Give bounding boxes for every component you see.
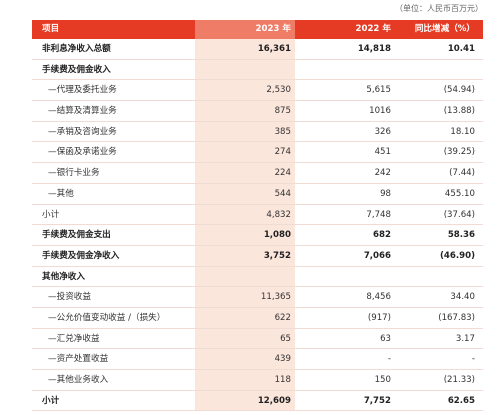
- row-label: 其他净收入: [42, 271, 85, 282]
- value-change: [395, 267, 483, 287]
- value-change: (7.44): [449, 168, 475, 179]
- value-2022: 7,748: [366, 209, 391, 220]
- row-label: —资产处置收益: [48, 354, 109, 365]
- table-row: —承销及咨询业务 385 326 18.10: [32, 121, 483, 143]
- row-label: 小计: [42, 395, 60, 406]
- table-row: —其他业务收入 118 150 (21.33): [32, 370, 483, 391]
- table-row: —结算及清算业务 875 1016 (13.88): [32, 101, 483, 122]
- value-change: 10.41: [447, 44, 475, 54]
- value-2023: 439: [195, 349, 295, 369]
- row-label: —保函及承诺业务: [48, 147, 117, 158]
- value-change: 34.40: [450, 292, 475, 303]
- table-row: —保函及承诺业务 274 451 (39.25): [32, 142, 483, 164]
- value-change: 3.17: [455, 333, 475, 344]
- value-2022: 1016: [369, 106, 391, 117]
- value-2022: 14,818: [357, 44, 391, 54]
- value-2023: 875: [195, 101, 295, 121]
- row-label: —代理及委托业务: [48, 85, 117, 96]
- row-label: 手续费及佣金收入: [42, 64, 111, 75]
- value-2023: 3,752: [195, 245, 295, 266]
- row-label: —其他业务收入: [48, 375, 109, 385]
- unit-note: （单位：人民币百万元）: [395, 4, 483, 13]
- row-label: 小计: [42, 209, 60, 220]
- value-2023: 1,080: [195, 225, 295, 245]
- header-2023: 2023 年: [195, 20, 295, 39]
- table-row: —其他 544 98 455.10: [32, 183, 483, 205]
- value-2022: 150: [374, 375, 391, 385]
- row-label: 非利息净收入总额: [42, 44, 111, 54]
- table-row: —投资收益 11,365 8,456 34.40: [32, 287, 483, 308]
- row-label: —汇兑净收益: [48, 333, 100, 344]
- header-change: 同比增减（%）: [414, 24, 475, 34]
- value-change: 455.10: [444, 188, 475, 199]
- table-row: 小计 4,832 7,748 (37.64): [32, 204, 483, 226]
- income-table: 项目 2023 年 2022 年 同比增减（%） 非利息净收入总额 16,361 1…: [32, 20, 483, 412]
- value-2022: [295, 267, 395, 287]
- value-2023: 65: [195, 328, 295, 349]
- table-row: —银行卡业务 224 242 (7.44): [32, 163, 483, 184]
- row-label: —结算及清算业务: [48, 106, 117, 117]
- value-2023: 4,832: [195, 204, 295, 225]
- row-label: 手续费及佣金支出: [42, 230, 111, 241]
- value-2023: 118: [195, 370, 295, 390]
- row-label: —承销及咨询业务: [48, 126, 117, 137]
- row-label: —其他: [48, 188, 74, 199]
- value-change: (46.90): [439, 250, 475, 261]
- value-2022: 7,066: [363, 250, 391, 261]
- value-2023: 12,609: [195, 390, 295, 411]
- table-row: 手续费及佣金支出 1,080 682 58.36: [32, 225, 483, 246]
- value-2023: 16,361: [195, 39, 295, 59]
- value-2022: 98: [380, 188, 391, 199]
- table-row: 非利息净收入总额 16,361 14,818 10.41: [32, 39, 483, 60]
- value-2023: 622: [195, 307, 295, 328]
- value-2022: 7,752: [363, 395, 391, 406]
- value-2022: 5,615: [366, 85, 391, 96]
- table-row: —汇兑净收益 65 63 3.17: [32, 328, 483, 350]
- value-2022: 682: [373, 230, 391, 241]
- table-header: 项目 2023 年 2022 年 同比增减（%）: [32, 20, 483, 39]
- value-change: (167.83): [438, 312, 475, 323]
- value-change: (54.94): [443, 85, 475, 96]
- table-row: 其他净收入: [32, 266, 483, 288]
- header-2022: 2022 年: [355, 24, 391, 34]
- value-change: [395, 60, 483, 80]
- value-2022: (917): [367, 312, 391, 323]
- value-2023: 11,365: [195, 287, 295, 307]
- value-change: (37.64): [443, 209, 475, 220]
- value-2022: -: [387, 354, 391, 365]
- header-item: 项目: [42, 24, 60, 34]
- value-change: -: [471, 354, 475, 365]
- value-change: 18.10: [450, 126, 475, 137]
- value-2022: [295, 60, 395, 80]
- value-change: (21.33): [443, 375, 475, 385]
- value-change: (13.88): [443, 106, 475, 117]
- table-row: —资产处置收益 439 - -: [32, 349, 483, 370]
- row-label: —投资收益: [48, 292, 91, 303]
- value-change: 62.65: [447, 395, 475, 406]
- value-2023: 274: [195, 142, 295, 163]
- value-2023: 2,530: [195, 80, 295, 101]
- value-2022: 8,456: [366, 292, 391, 303]
- table-row: 手续费及佣金净收入 3,752 7,066 (46.90): [32, 245, 483, 267]
- value-2023: 224: [195, 163, 295, 183]
- value-2022: 326: [374, 126, 391, 137]
- table-row: 手续费及佣金收入: [32, 59, 483, 81]
- value-2023: [195, 266, 295, 287]
- value-2022: 63: [380, 333, 391, 344]
- value-change: 58.36: [447, 230, 475, 241]
- table-row: —公允价值变动收益 /（损失） 622 (917) (167.83): [32, 307, 483, 329]
- value-2022: 451: [374, 147, 391, 158]
- table-row: —代理及委托业务 2,530 5,615 (54.94): [32, 80, 483, 102]
- value-2023: 385: [195, 121, 295, 142]
- value-change: (39.25): [443, 147, 475, 158]
- table-row: 小计 12,609 7,752 62.65: [32, 390, 483, 412]
- row-label: —银行卡业务: [48, 168, 100, 179]
- row-label: —公允价值变动收益 /（损失）: [48, 312, 166, 323]
- value-2023: [195, 59, 295, 80]
- value-2022: 242: [374, 168, 391, 179]
- value-2023: 544: [195, 183, 295, 204]
- row-label: 手续费及佣金净收入: [42, 250, 120, 261]
